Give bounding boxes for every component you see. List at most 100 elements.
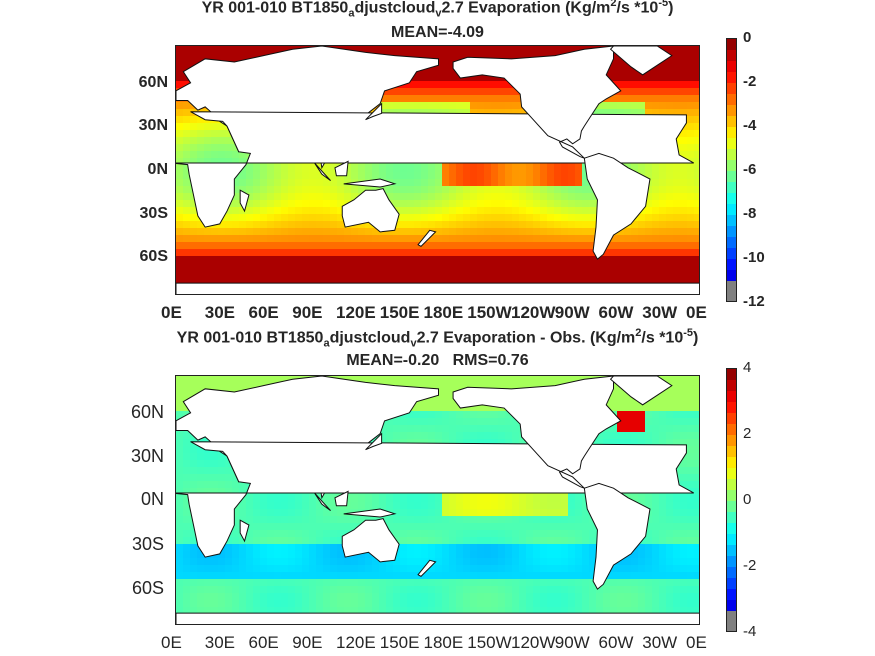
field-cell (267, 200, 275, 208)
field-cell (176, 130, 184, 138)
field-cell (666, 516, 674, 524)
field-cell (575, 502, 583, 510)
field-cell (680, 530, 688, 538)
field-cell (484, 95, 492, 103)
field-cell (407, 263, 415, 271)
field-cell (484, 425, 492, 433)
field-cell (246, 502, 254, 510)
field-cell (680, 523, 688, 531)
field-cell (197, 221, 205, 229)
field-cell (631, 277, 639, 285)
field-cell (183, 221, 191, 229)
field-cell (624, 109, 632, 117)
top-lat-label: 30S (139, 205, 168, 222)
field-cell (624, 404, 632, 412)
field-cell (652, 516, 660, 524)
field-cell (617, 418, 625, 426)
field-cell (435, 579, 443, 587)
field-cell (428, 376, 436, 384)
field-cell (449, 397, 457, 405)
field-cell (687, 144, 695, 152)
field-cell (533, 551, 541, 559)
field-cell (652, 509, 660, 517)
field-cell (421, 186, 429, 194)
field-cell (652, 242, 660, 250)
field-cell (183, 516, 191, 524)
field-cell (589, 228, 597, 236)
field-cell (365, 256, 373, 264)
field-cell (407, 46, 415, 54)
field-cell (407, 207, 415, 215)
field-cell (204, 277, 212, 285)
field-cell (428, 277, 436, 285)
field-cell (253, 249, 261, 257)
field-cell (225, 579, 233, 587)
field-cell (176, 67, 184, 75)
field-cell (687, 404, 695, 412)
field-cell (624, 572, 632, 580)
field-cell (435, 46, 443, 54)
field-cell (274, 221, 282, 229)
field-cell (470, 256, 478, 264)
field-cell (687, 88, 695, 96)
field-cell (414, 579, 422, 587)
field-cell (407, 228, 415, 236)
top-title-line1: YR 001-010 BT1850adjustcloudv2.7 Evapora… (201, 0, 674, 20)
field-cell (596, 256, 604, 264)
field-cell (197, 565, 205, 573)
field-cell (428, 579, 436, 587)
field-cell (204, 558, 212, 566)
field-cell (176, 102, 184, 110)
field-cell (666, 502, 674, 510)
field-cell (288, 572, 296, 580)
field-cell (463, 186, 471, 194)
field-cell (379, 249, 387, 257)
field-cell (386, 172, 394, 180)
field-cell (428, 516, 436, 524)
field-cell (190, 488, 198, 496)
field-cell (239, 242, 247, 250)
field-cell (477, 579, 485, 587)
field-cell (477, 411, 485, 419)
field-cell (421, 530, 429, 538)
field-cell (638, 263, 646, 271)
field-cell (673, 411, 681, 419)
field-cell (449, 277, 457, 285)
field-cell (421, 425, 429, 433)
field-cell (358, 46, 366, 54)
field-cell (400, 102, 408, 110)
field-cell (176, 165, 184, 173)
field-cell (491, 544, 499, 552)
field-cell (232, 277, 240, 285)
field-cell (687, 242, 695, 250)
field-cell (218, 53, 226, 61)
field-cell (505, 411, 513, 419)
field-cell (358, 495, 366, 503)
field-cell (631, 67, 639, 75)
field-cell (183, 502, 191, 510)
field-cell (554, 495, 562, 503)
field-cell (190, 481, 198, 489)
field-cell (449, 221, 457, 229)
field-cell (470, 495, 478, 503)
field-cell (687, 53, 695, 61)
field-cell (561, 235, 569, 243)
field-cell (456, 81, 464, 89)
field-cell (211, 242, 219, 250)
field-cell (442, 172, 450, 180)
field-cell (330, 193, 338, 201)
field-cell (491, 263, 499, 271)
field-cell (260, 544, 268, 552)
field-cell (512, 502, 520, 510)
field-cell (288, 277, 296, 285)
field-cell (232, 530, 240, 538)
field-cell (295, 495, 303, 503)
field-cell (365, 249, 373, 257)
field-cell (589, 530, 597, 538)
field-cell (575, 214, 583, 222)
field-cell (491, 235, 499, 243)
field-cell (505, 270, 513, 278)
field-cell (253, 516, 261, 524)
field-cell (414, 523, 422, 531)
field-cell (295, 565, 303, 573)
